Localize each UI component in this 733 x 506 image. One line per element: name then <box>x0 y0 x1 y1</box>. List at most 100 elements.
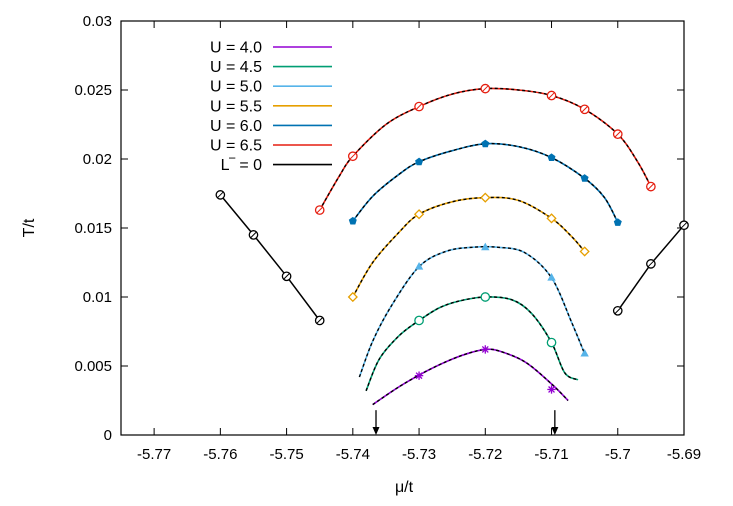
y-tick-label: 0.015 <box>74 220 112 237</box>
series-fit-dashed <box>372 348 569 406</box>
x-tick-label: -5.77 <box>137 446 171 463</box>
data-point-marker <box>481 345 490 354</box>
legend: U = 4.0 U = 4.5 U = 5.0 U = 5.5 U = 6.0 U = 6… <box>210 40 332 174</box>
legend-label: U = 5.0 <box>210 79 262 96</box>
marker-stroke <box>283 273 290 280</box>
marker-stroke <box>316 206 323 214</box>
legend-label: U = 4.5 <box>210 59 262 76</box>
series-markers <box>215 83 689 394</box>
data-point-marker <box>414 371 424 380</box>
data-point-marker <box>414 101 424 112</box>
data-point-marker <box>414 315 424 326</box>
x-tick-label: -5.76 <box>203 446 237 463</box>
x-tick-label: -5.7 <box>605 446 631 463</box>
data-point-marker <box>481 242 490 251</box>
data-point-marker <box>413 209 425 220</box>
marker-stroke <box>680 221 688 229</box>
data-point-marker <box>546 213 557 224</box>
annotation-arrows <box>372 410 559 435</box>
data-point-marker <box>215 190 226 200</box>
data-point-marker <box>613 218 622 226</box>
y-tick-label: 0.02 <box>83 151 112 168</box>
series-fit-dashed <box>365 296 579 392</box>
data-point-marker <box>646 259 656 269</box>
marker-shape <box>347 291 358 303</box>
series-fit-dashed <box>352 142 619 223</box>
marker-stroke <box>349 152 357 160</box>
series-curve <box>352 142 619 223</box>
marker-shape <box>546 337 557 348</box>
series-curve <box>365 296 579 392</box>
series-line <box>219 194 321 321</box>
x-axis-label: μ/t <box>395 479 414 496</box>
series-curve <box>358 245 586 378</box>
marker-shape <box>579 246 590 257</box>
marker-shape <box>481 242 490 251</box>
x-tick-label: -5.74 <box>336 446 370 463</box>
marker-stroke <box>217 191 224 199</box>
legend-label: U = 5.5 <box>210 98 262 115</box>
marker-stroke <box>250 231 257 239</box>
series-curve <box>372 348 569 406</box>
data-point-marker <box>547 153 556 161</box>
data-point-marker <box>546 337 557 348</box>
arrow-head <box>551 427 559 435</box>
y-tick-label: 0.01 <box>83 289 112 306</box>
x-tick-label: -5.69 <box>667 446 701 463</box>
y-tick-label: 0.03 <box>83 13 112 30</box>
data-point-marker <box>546 90 557 101</box>
marker-shape <box>414 261 424 270</box>
data-point-marker <box>612 305 623 316</box>
data-point-marker <box>579 104 590 115</box>
marker-shape <box>580 174 589 182</box>
data-point-marker <box>679 220 689 231</box>
data-point-marker <box>347 151 358 162</box>
legend-label: U = 6.5 <box>210 138 262 155</box>
axis-ticks: -5.77 -5.76 -5.75 -5.74 -5.73 -5.72 -5.71 -5.7 -… <box>74 13 701 463</box>
marker-shape <box>415 157 424 166</box>
legend-label: U = 6.0 <box>210 118 262 135</box>
series-curve <box>319 87 652 211</box>
data-point-marker <box>480 83 491 94</box>
marker-shape <box>613 218 622 226</box>
data-point-marker <box>314 205 325 215</box>
marker-stroke <box>647 260 655 268</box>
marker-stroke <box>614 130 622 138</box>
marker-shape <box>580 348 589 357</box>
marker-stroke <box>548 386 555 393</box>
data-point-marker <box>480 192 491 203</box>
y-axis-label: T/t <box>21 218 38 237</box>
y-tick-label: 0.005 <box>74 358 112 375</box>
marker-stroke <box>647 183 655 190</box>
data-point-marker <box>579 246 590 257</box>
data-point-marker <box>480 292 491 302</box>
marker-shape <box>480 292 491 302</box>
marker-shape <box>547 153 556 161</box>
series-fit-dashed <box>352 196 586 298</box>
x-tick-label: -5.75 <box>269 446 303 463</box>
data-point-marker <box>248 230 259 240</box>
marker-stroke <box>481 346 489 353</box>
marker-stroke <box>581 106 588 113</box>
data-point-marker <box>612 129 623 140</box>
data-point-marker <box>646 181 656 192</box>
marker-stroke <box>548 92 555 99</box>
data-point-marker <box>347 291 358 303</box>
marker-shape <box>480 192 491 203</box>
y-tick-label: 0 <box>104 427 112 444</box>
marker-stroke <box>316 317 323 324</box>
data-point-marker <box>414 261 424 270</box>
marker-shape <box>414 315 424 326</box>
y-tick-label: 0.025 <box>74 82 112 99</box>
series-fit-dashed <box>319 87 652 211</box>
marker-shape <box>546 213 557 224</box>
marker-stroke <box>614 307 622 315</box>
marker-shape <box>547 272 556 281</box>
marker-stroke <box>482 85 489 92</box>
x-tick-label: -5.72 <box>468 446 502 463</box>
data-point-marker <box>314 315 325 326</box>
marker-stroke <box>415 372 423 380</box>
legend-label: U = 4.0 <box>210 40 262 57</box>
data-point-marker <box>580 348 589 357</box>
